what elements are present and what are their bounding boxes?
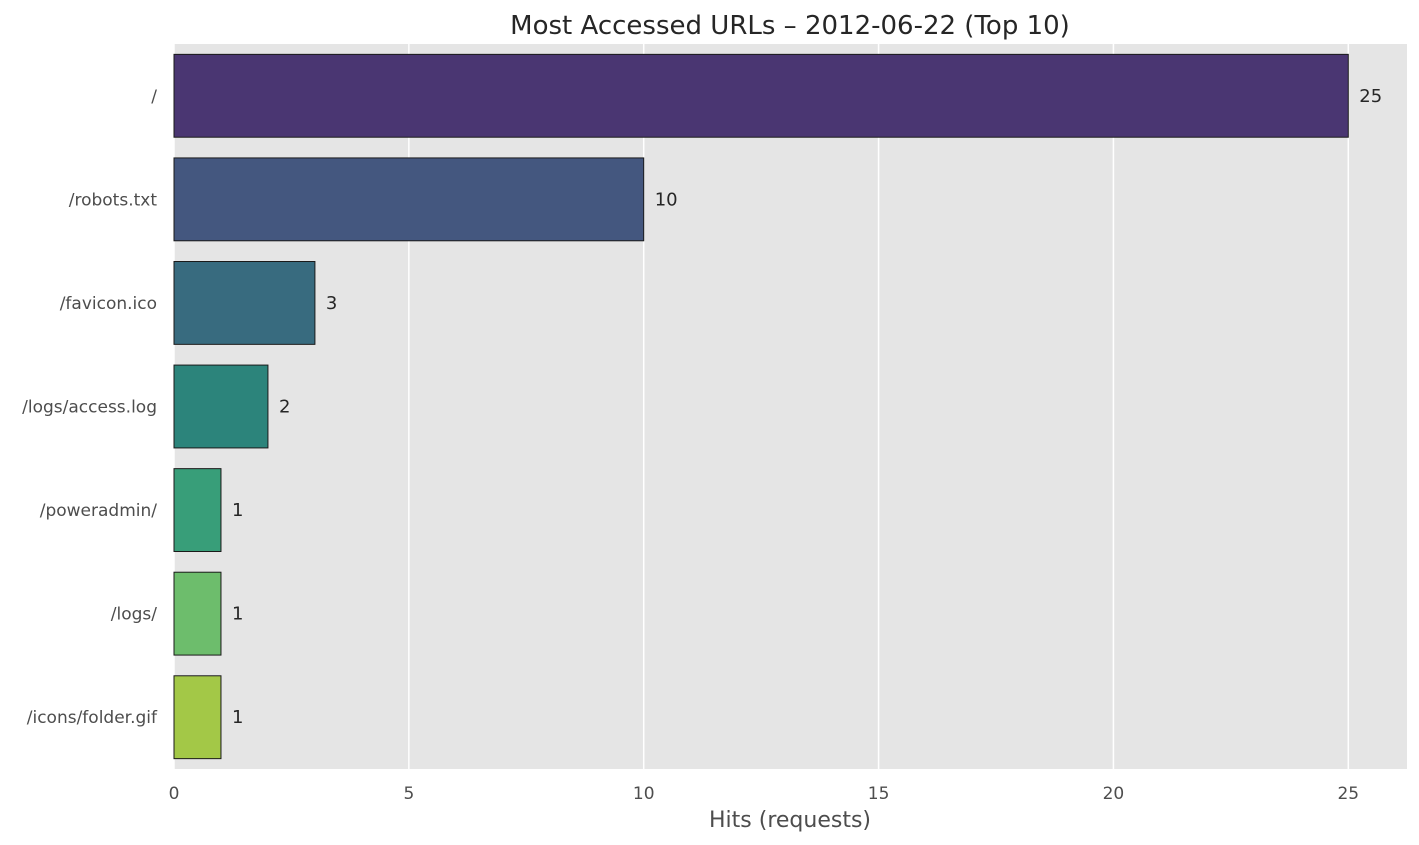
bar	[173, 571, 222, 656]
bar-value-label: 1	[232, 604, 243, 625]
x-tick-label: 20	[1103, 784, 1125, 804]
y-tick-label: /logs/access.log	[22, 398, 157, 418]
x-axis-label: Hits (requests)	[709, 808, 871, 833]
bar-value-label: 1	[232, 500, 243, 521]
y-tick-label: /robots.txt	[69, 190, 158, 210]
y-tick-label: /favicon.ico	[60, 294, 157, 314]
y-tick-label: /icons/folder.gif	[27, 708, 158, 728]
x-tick-label: 25	[1337, 784, 1359, 804]
data-labels: 25 10 3 2 1 1 1	[232, 86, 1382, 728]
bar	[173, 53, 1349, 138]
bar-value-label: 3	[326, 293, 337, 314]
bar-value-label: 2	[279, 397, 290, 418]
bars	[173, 53, 1349, 760]
bar-value-label: 10	[655, 189, 678, 210]
y-tick-labels: / /robots.txt/favicon.ico/logs/access.log…	[22, 87, 158, 728]
plot-background	[174, 44, 1407, 769]
bar	[173, 261, 316, 345]
x-tick-label: 5	[403, 784, 414, 804]
y-tick-label: /poweradmin/	[40, 501, 158, 521]
bar	[173, 364, 269, 449]
bar	[173, 157, 645, 242]
x-tick-label: 0	[169, 784, 180, 804]
chart-title: Most Accessed URLs – 2012-06-22 (Top 10)	[510, 11, 1070, 41]
bar	[173, 468, 222, 552]
bar-value-label: 25	[1359, 86, 1382, 107]
x-tick-label: 15	[868, 784, 890, 804]
y-tick-label: /	[151, 87, 157, 107]
x-tick-label: 10	[633, 784, 655, 804]
y-tick-label: /logs/	[111, 605, 157, 625]
bar	[173, 675, 222, 760]
bar-value-label: 1	[232, 707, 243, 728]
x-tick-labels: 0 5 10 15 20 25	[169, 784, 1360, 804]
